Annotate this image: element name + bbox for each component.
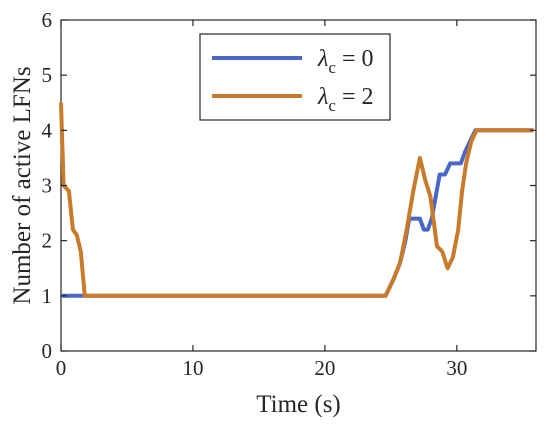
y-tick: 5 [42, 63, 536, 87]
legend-symbol: λ [317, 46, 328, 72]
x-tick-label: 30 [446, 356, 467, 380]
y-tick: 1 [42, 284, 536, 308]
legend-label: λc = 0 [317, 46, 374, 77]
x-tick-label: 20 [314, 356, 335, 380]
y-tick: 0 [42, 339, 536, 363]
y-tick-label: 4 [42, 118, 53, 142]
ticks-layer: 0 10 20 30 0 1 2 3 4 5 6 [42, 8, 536, 380]
y-tick: 2 [42, 229, 536, 253]
y-tick-label: 0 [42, 339, 53, 363]
y-tick-label: 5 [42, 63, 53, 87]
legend-item-1: λc = 0 [212, 46, 374, 77]
y-tick-label: 6 [42, 8, 53, 32]
series-line-2 [59, 102, 534, 298]
legend-box [199, 33, 391, 121]
y-tick-label: 1 [42, 284, 53, 308]
legend-item-2: λc = 2 [212, 84, 374, 115]
series-layer [59, 102, 534, 298]
y-axis-label: Number of active LFNs [9, 66, 36, 304]
x-tick-label: 10 [182, 356, 203, 380]
legend: λc = 0λc = 2 [199, 33, 391, 121]
y-tick: 6 [42, 8, 536, 32]
legend-subscript: c [328, 96, 336, 115]
y-tick: 3 [42, 174, 536, 198]
x-tick-label: 0 [56, 356, 67, 380]
legend-subscript: c [328, 58, 336, 77]
x-tick: 20 [314, 20, 335, 380]
y-tick-label: 2 [42, 229, 53, 253]
x-tick: 0 [56, 20, 67, 380]
x-tick: 30 [446, 20, 467, 380]
x-axis-label: Time (s) [256, 391, 341, 418]
legend-value: = 2 [342, 84, 374, 110]
x-tick: 10 [182, 20, 203, 380]
y-tick: 4 [42, 118, 536, 142]
legend-value: = 0 [342, 46, 374, 72]
y-tick-label: 3 [42, 174, 53, 198]
legend-symbol: λ [317, 84, 328, 110]
legend-label: λc = 2 [317, 84, 374, 115]
